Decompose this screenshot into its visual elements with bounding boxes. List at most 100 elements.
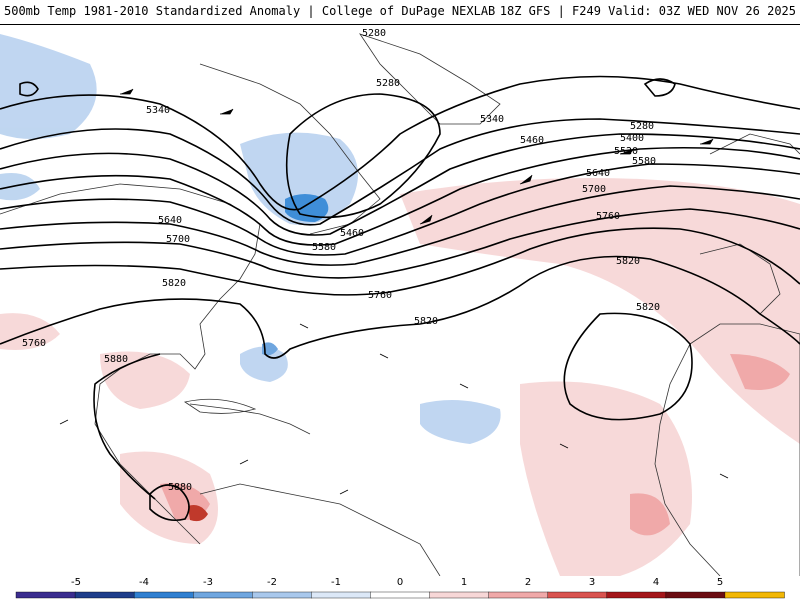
colorbar-tick: 0: [397, 577, 403, 588]
contour-label: 5700: [582, 184, 606, 195]
colorbar-segments: [15, 591, 785, 599]
colorbar-segment: [724, 591, 785, 599]
map-title: 500mb Temp 1981-2010 Standardized Anomal…: [4, 4, 496, 18]
wind-barb: [519, 174, 533, 185]
colorbar-segment: [547, 591, 608, 599]
coastline-north-america: [0, 183, 261, 545]
colorbar-tick: -4: [139, 577, 149, 588]
contour-label: 5400: [620, 133, 644, 144]
warm-anomaly-core: [188, 505, 208, 522]
wind-barbs: [59, 88, 729, 495]
contour-label: 5280: [630, 121, 654, 132]
colorbar-segment: [606, 591, 667, 599]
contour-label: 5760: [368, 290, 392, 301]
contour-label: 5340: [146, 105, 170, 116]
contour-line: [0, 255, 800, 359]
colorbar-segment: [133, 591, 194, 599]
contour-line: [0, 208, 800, 279]
coastline-europe: [709, 133, 800, 155]
cold-anomaly-area: [0, 173, 40, 201]
contour-label: 5820: [616, 256, 640, 267]
colorbar-segment: [370, 591, 431, 599]
wind-barb: [700, 138, 714, 145]
wind-barb: [120, 88, 134, 95]
coastline-africa: [654, 323, 800, 576]
contour-label: 5460: [340, 228, 364, 239]
anomaly-colorbar: -5 -4 -3 -2 -1 0 1 2 3 4 5: [15, 577, 785, 599]
contour-label: 5820: [414, 316, 438, 327]
cold-anomaly-area: [240, 132, 358, 225]
header-bar: 500mb Temp 1981-2010 Standardized Anomal…: [0, 0, 800, 25]
colorbar-tick: 2: [525, 577, 531, 588]
weather-map[interactable]: 5280 5280 5280 5340 5340 5400 5460 5460 …: [0, 24, 800, 576]
wind-barb: [379, 353, 389, 359]
cold-anomaly-shading: [0, 34, 501, 444]
contour-line: [149, 484, 190, 522]
colorbar-tick: -5: [71, 577, 81, 588]
colorbar-segment: [15, 591, 76, 599]
contour-label: 5760: [22, 338, 46, 349]
colorbar-tick: 1: [461, 577, 467, 588]
colorbar-tick: 3: [589, 577, 595, 588]
contour-line: [285, 93, 441, 219]
wind-barb: [239, 459, 249, 465]
contour-line: [0, 163, 800, 256]
contour-line: [0, 146, 800, 246]
contour-line: [563, 312, 693, 421]
warm-anomaly-core: [630, 493, 670, 536]
cold-anomaly-area: [0, 34, 97, 139]
contour-line: [0, 133, 800, 236]
wind-barb: [459, 383, 469, 389]
colorbar-tick: -3: [203, 577, 213, 588]
wind-barb: [620, 148, 634, 155]
colorbar-segment: [74, 591, 135, 599]
contour-line: [0, 185, 800, 266]
colorbar-segment: [488, 591, 549, 599]
warm-anomaly-area: [0, 313, 60, 350]
contour-label: 5640: [158, 215, 182, 226]
colorbar-segment: [311, 591, 372, 599]
colorbar-segment: [193, 591, 254, 599]
wind-barb: [339, 489, 349, 495]
cold-anomaly-core: [262, 342, 278, 356]
coastline-iberia: [699, 243, 781, 315]
coastline-greenland: [359, 33, 501, 125]
contour-label: 5460: [520, 135, 544, 146]
cold-anomaly-area: [240, 346, 288, 382]
contour-label: 5760: [596, 211, 620, 222]
wind-barb: [419, 214, 433, 225]
colorbar-segment: [252, 591, 313, 599]
contour-line: [643, 78, 676, 97]
contour-line: [93, 353, 161, 500]
height-contours: [0, 75, 800, 522]
contour-line: [0, 227, 800, 296]
contour-line: [19, 81, 39, 97]
colorbar-tick: -1: [331, 577, 341, 588]
contour-label: 5280: [362, 28, 386, 39]
wind-barb: [559, 443, 569, 449]
contour-label: 5880: [104, 354, 128, 365]
cold-anomaly-area: [420, 400, 501, 444]
contour-label: 5880: [168, 482, 192, 493]
wind-barb: [299, 323, 309, 329]
colorbar-ticks: -5 -4 -3 -2 -1 0 1 2 3 4 5: [71, 577, 723, 588]
colorbar-tick: -2: [267, 577, 277, 588]
contour-label: 5580: [312, 242, 336, 253]
wind-barb: [719, 473, 729, 479]
coastline-south-america: [199, 483, 441, 576]
wind-barb: [59, 419, 69, 425]
model-run-info: 18Z GFS | F249 Valid: 03Z WED NOV 26 202…: [499, 4, 796, 18]
colorbar-tick: 4: [653, 577, 659, 588]
warm-anomaly-area: [400, 178, 800, 444]
contour-label: 5700: [166, 234, 190, 245]
warm-anomaly-shading: [0, 178, 800, 576]
contour-label: 5520: [614, 146, 638, 157]
contour-line: [0, 118, 800, 226]
colorbar-segment: [429, 591, 490, 599]
contour-label: 5820: [162, 278, 186, 289]
contour-labels: 5280 5280 5280 5340 5340 5400 5460 5460 …: [22, 28, 660, 493]
coastlines: [0, 33, 800, 576]
cold-anomaly-core: [285, 194, 329, 222]
warm-anomaly-core: [730, 354, 790, 390]
wind-barb: [220, 108, 234, 115]
